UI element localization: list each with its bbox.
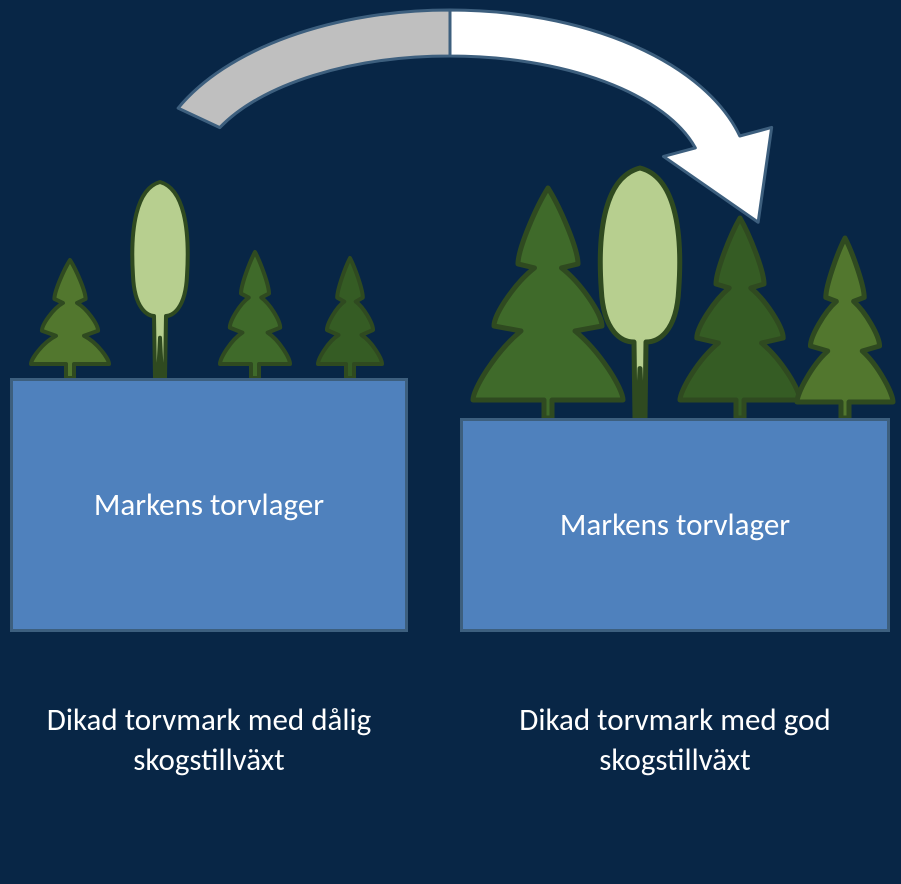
conifer-tree-icon (220, 252, 290, 378)
left-trees (31, 182, 382, 378)
right-caption: Dikad torvmark med god skogstillväxt (460, 700, 890, 780)
conifer-tree-icon (797, 238, 893, 418)
left-caption: Dikad torvmark med dålig skogstillväxt (10, 700, 408, 780)
deciduous-tree-icon (132, 182, 187, 378)
conifer-tree-icon (680, 218, 800, 418)
arrow-tail (178, 10, 450, 128)
right-trees (473, 168, 893, 418)
right-soil-label: Markens torvlager (560, 506, 790, 544)
right-soil-box: Markens torvlager (460, 418, 890, 632)
conifer-tree-icon (31, 260, 109, 378)
conifer-tree-icon (318, 258, 382, 378)
left-soil-label: Markens torvlager (94, 486, 324, 524)
left-soil-box: Markens torvlager (10, 378, 408, 632)
